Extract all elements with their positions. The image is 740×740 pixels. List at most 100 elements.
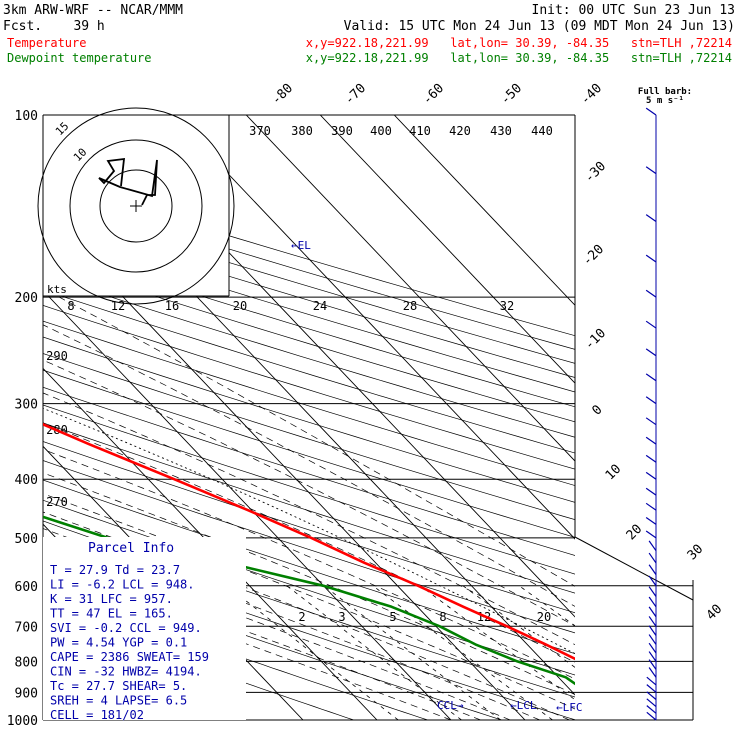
isotherm-line (245, 115, 575, 462)
barb-legend-title: Full barb: (638, 87, 692, 97)
theta-label: 400 (370, 124, 392, 138)
theta-label: 370 (249, 124, 271, 138)
hodograph-ring (99, 169, 173, 243)
pressure-tick-label: 1000 (7, 714, 38, 729)
wind-barb (646, 676, 657, 686)
mixing-ratio-label: 24 (313, 299, 327, 313)
parcel-info-row: CIN = -32 HWBZ= 4194. (50, 665, 202, 679)
parcel-info-row: SREH = 4 LAPSE= 6.5 (50, 694, 187, 708)
dry-adiabat (43, 460, 575, 634)
parcel-info-row: CAPE = 2386 SWEAT= 159 (50, 650, 209, 664)
dry-adiabat (43, 320, 575, 486)
wind-barb (645, 436, 657, 445)
isotherm-line (319, 115, 575, 384)
theta-label: 290 (46, 349, 68, 363)
theta-label: 270 (46, 495, 68, 509)
wind-barb (645, 517, 657, 525)
lcl-marker: ←LCL (510, 699, 537, 712)
isotherm-line (43, 289, 452, 720)
parcel-info-row: PW = 4.54 YGP = 0.1 (50, 636, 187, 650)
wind-barb (646, 711, 657, 721)
isotherm-label: -60 (420, 81, 447, 108)
isotherm-label: -80 (269, 81, 296, 108)
right-axis-slant (574, 536, 694, 601)
wind-barb (648, 552, 657, 564)
isotherm-label: -40 (578, 81, 605, 108)
wind-barb (645, 502, 657, 511)
wind-barb (648, 596, 657, 608)
wind-barb (645, 396, 657, 405)
dry-adiabat (43, 217, 575, 378)
mixing-ratio-label: 8 (67, 299, 74, 313)
isotherm-label: 20 (624, 522, 646, 544)
mixing-ratio-label: 32 (500, 299, 514, 313)
pressure-tick-label: 500 (15, 532, 38, 547)
theta-label: 410 (409, 124, 431, 138)
ccl-marker: CCL→ (437, 699, 464, 712)
wind-barb (646, 684, 657, 693)
dry-adiabat (43, 231, 575, 393)
valid-time: Valid: 15 UTC Mon 24 Jun 13 (09 MDT Mon … (344, 19, 735, 34)
pressure-tick-label: 900 (15, 686, 38, 701)
wind-barb (645, 348, 657, 357)
theta-label: 380 (291, 124, 313, 138)
pressure-tick-label: 600 (15, 580, 38, 595)
init-time: Init: 00 UTC Sun 23 Jun 13 (532, 3, 736, 18)
parcel-trace (43, 407, 575, 655)
model-title: 3km ARW-WRF -- NCAR/MMM (3, 3, 183, 18)
forecast-hour: Fcst. 39 h (3, 19, 105, 34)
isotherm-label: -70 (342, 81, 369, 108)
parcel-info-row: SVI = -0.2 CCL = 949. (50, 621, 202, 635)
mixing-ratio-line (323, 585, 501, 720)
isotherm-label: -30 (582, 159, 609, 186)
theta-label: 420 (449, 124, 471, 138)
mixing-ratio-label: 28 (403, 299, 417, 313)
wind-barb (648, 634, 657, 645)
el-marker: ←EL (291, 239, 311, 252)
dry-adiabat (43, 289, 575, 454)
pressure-tick-label: 700 (15, 620, 38, 635)
wind-barb (648, 606, 657, 618)
wind-barb (648, 642, 657, 654)
wind-barb (645, 166, 657, 175)
mixing-ratio-label: 8 (439, 610, 446, 624)
pressure-tick-label: 100 (15, 109, 38, 124)
wind-barb (645, 530, 657, 539)
barb-legend-value: 5 m s⁻¹ (646, 96, 684, 106)
isotherm-label: 30 (685, 542, 707, 564)
mixing-ratio-line (286, 585, 462, 720)
pressure-tick-label: 800 (15, 655, 38, 670)
mixing-ratio-label: 3 (338, 610, 345, 624)
wind-barb (648, 625, 657, 636)
wind-barb (648, 586, 657, 597)
parcel-info-panel: Parcel Info T = 27.9 Td = 23.7LI = -6.2 … (43, 537, 246, 722)
lfc-marker: ←LFC (556, 701, 583, 714)
theta-label: 430 (490, 124, 512, 138)
wind-barb (645, 454, 657, 463)
mixing-ratio-label: 12 (111, 299, 125, 313)
wind-barb (646, 705, 657, 714)
dry-adiabat (43, 336, 575, 503)
mixing-ratio-line (372, 585, 553, 720)
dry-adiabat (43, 586, 428, 720)
mixing-ratio-line (518, 585, 575, 627)
isotherm-label: -50 (498, 81, 525, 108)
dry-adiabat (43, 441, 575, 614)
mixing-ratio-label: 5 (389, 610, 396, 624)
wind-barb (648, 616, 657, 627)
parcel-info-row: T = 27.9 Td = 23.7 (50, 563, 180, 577)
parcel-info-row: Tc = 27.7 SHEAR= 5. (50, 679, 187, 693)
pressure-tick-label: 300 (15, 398, 38, 413)
parcel-info-row: CELL = 181/02 (50, 708, 144, 722)
wind-barb (646, 691, 657, 700)
wind-barb (645, 487, 657, 496)
isotherm-line (171, 115, 575, 540)
dry-adiabat (43, 404, 575, 575)
parcel-info-row: LI = -6.2 LCL = 948. (50, 578, 195, 592)
pressure-tick-label: 400 (15, 473, 38, 488)
mixing-ratio-label: 16 (165, 299, 179, 313)
dry-adiabat (43, 204, 575, 364)
dry-adiabat (43, 305, 575, 470)
hodograph-trace (98, 157, 158, 206)
